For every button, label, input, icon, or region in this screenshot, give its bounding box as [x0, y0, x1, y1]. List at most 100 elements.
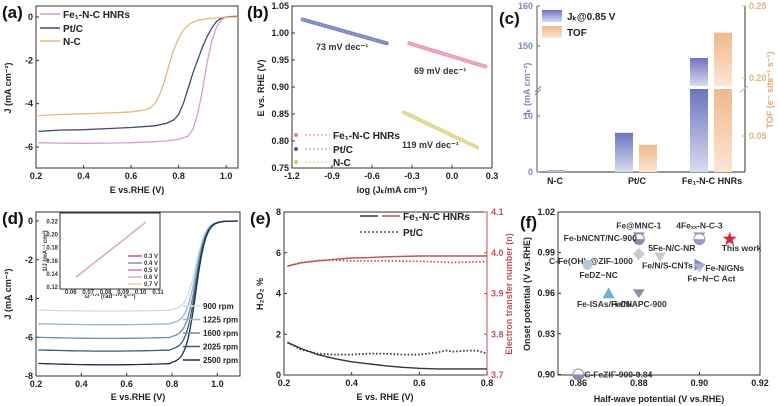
x-tick-label: 1.0	[211, 379, 224, 389]
y-tick-label: 0.80	[271, 136, 289, 146]
series-line-h2o2	[287, 341, 487, 370]
inset-d: 0.06 0.07 0.08 0.09 0.10 0.11 0.12 0.14 0.16 0.18…	[42, 212, 164, 300]
inset-y-tick: 0.22	[46, 220, 58, 226]
inset-x-tick: 0.09	[117, 290, 129, 296]
y-tick-label: 2	[276, 329, 281, 339]
y-axis-label-right-e: Electron transfer number (n)	[504, 233, 514, 355]
x-axis-label-e: E vs. RHE (V)	[356, 392, 413, 402]
circle-half-fill	[633, 239, 645, 245]
point-label: 4Feₓₓ-N-C-3	[676, 220, 723, 230]
legend-swatch-tof	[542, 26, 562, 38]
inset-legend-label: 0.7 V	[144, 282, 158, 288]
x-tick-label: 0.8	[172, 171, 185, 181]
inset-legend-label: 0.6 V	[144, 275, 158, 281]
x-tick-label: -0.3	[404, 171, 420, 181]
y-tick-label: 0	[28, 12, 33, 22]
panel-label-c: (c)	[499, 9, 520, 28]
x-axis-label-a: E vs.RHE (V)	[110, 185, 165, 195]
legend-label-fe: Fe₁-N-C HNRs	[333, 131, 400, 142]
bar-jk	[547, 170, 565, 172]
slope-label-nc: 119 mV dec⁻¹	[402, 140, 459, 150]
inset-legend-label: 0.5 V	[144, 268, 158, 274]
y-axis-label-f: Onset potential (V vs.RHE)	[522, 237, 532, 351]
inset-y-label: 1/J (mA⁻¹ cm²)	[42, 230, 49, 271]
legend-marker-nc	[294, 160, 298, 164]
legend-label-rpm: 2025 rpm	[203, 343, 238, 352]
axis-break-mark-1	[534, 85, 542, 93]
inset-y-tick: 0.14	[46, 272, 58, 278]
legend-label-fe: Fe₁-N-C HNRs	[63, 10, 130, 21]
legend-label-rpm: 1600 rpm	[203, 329, 238, 338]
legend-label-fe: Fe₁-N-C HNRs	[403, 212, 470, 223]
y-tick-label: 0.99	[537, 248, 555, 258]
point-label: Fe−N−C Act	[687, 274, 735, 284]
x-tick-label: 0.90	[691, 378, 709, 388]
point-label: C-Fe(OH)₂@ZIF-1000	[549, 256, 633, 266]
x-tick-label: Fe₁-N-C HNRs	[682, 176, 742, 186]
y-tick-label-right: 0.25	[749, 1, 767, 11]
x-tick-label: 0.4	[75, 379, 88, 389]
circle-marker	[582, 259, 593, 270]
y-tick-label: 0.93	[537, 329, 555, 339]
x-tick-label: 0.6	[413, 378, 426, 388]
y-tick-label: -6	[25, 142, 33, 152]
y-tick-label: 4.0	[491, 248, 504, 258]
y-tick-label: 0.96	[537, 288, 555, 298]
y-tick-label: 0.85	[271, 109, 289, 119]
legend-marker-ptc	[294, 147, 298, 151]
rpm-curve	[38, 220, 238, 312]
y-tick-label-right: 0.20	[749, 73, 767, 83]
y-axis-label-d: J (mA cm⁻²)	[3, 269, 13, 320]
panel-a: (a) 0.2 0.4 0.6 0.8 1.00-2-4-6 E vs.RHE (V) …	[2, 3, 239, 195]
bar-tof-lower	[714, 89, 732, 172]
circle-half-fill	[572, 374, 584, 380]
legend-label-nc: N-C	[63, 37, 81, 48]
y-axis-label-a: J (mA cm⁻²)	[3, 63, 13, 114]
bar-jk-lower	[690, 89, 708, 172]
y-tick-label: 0.90	[537, 369, 555, 379]
x-tick-label: Pt/C	[628, 176, 647, 186]
bar-jk	[615, 132, 633, 172]
legend-marker-fe	[294, 133, 298, 137]
x-tick-label: 0.6	[125, 171, 138, 181]
y-tick-label: 3.7	[491, 370, 504, 380]
y-tick-label: 1.05	[271, 1, 289, 11]
triangle-down-marker	[632, 289, 645, 299]
series-line-ptc	[38, 15, 239, 133]
y-tick-label: -4	[25, 99, 33, 109]
fit-line-ptc	[300, 17, 389, 46]
y-tick-label: 8	[276, 207, 281, 217]
inset-legend-label: 0.3 V	[144, 254, 158, 260]
x-tick-label: 0.0	[446, 171, 459, 181]
point-label: Fe/N/APC-900	[611, 299, 667, 309]
y-tick-label: 1.02	[537, 207, 555, 217]
x-tick-label: 0.8	[166, 379, 179, 389]
slope-label-ptc: 73 mV dec⁻¹	[316, 42, 368, 52]
point-label: Fe/N/S-CNTs	[642, 261, 693, 271]
triangle-down-marker	[654, 252, 667, 262]
star-marker	[722, 231, 737, 246]
x-tick-label: -0.6	[364, 171, 380, 181]
legend-label-jk: Jₖ@0.85 V	[567, 12, 616, 23]
legend-b: Fe₁-N-C HNRs Pt/C N-C	[294, 131, 400, 169]
x-tick-label: 0.3	[486, 171, 499, 181]
point-label: Fe-bNCNT/NC-900	[564, 233, 637, 243]
x-tick-label: 0.92	[751, 378, 769, 388]
inset-y-tick: 0.18	[46, 246, 58, 252]
y-axis-label-right-c: TOF (e⁻ site⁻¹ s⁻¹)	[765, 51, 775, 128]
y-tick-label: 0	[276, 370, 281, 380]
x-tick-label: 0.4	[77, 171, 90, 181]
bar-tof	[639, 144, 657, 172]
inset-x-tick: 0.06	[65, 290, 77, 296]
legend-label-rpm: 2500 rpm	[203, 356, 238, 365]
series-line-n	[287, 259, 488, 268]
legend-label-ptc: Pt/C	[403, 228, 423, 239]
y-tick-label: -2	[25, 55, 33, 65]
y-tick-label: 3.8	[491, 329, 504, 339]
y-tick-label: 3.9	[491, 289, 504, 299]
point-label: C-FeZIF-900-0.84	[584, 369, 652, 379]
y-axis-label-left-c: Jₖ (mA cm⁻²)	[522, 63, 532, 118]
x-tick-label: -0.9	[324, 171, 340, 181]
legend-label-ptc: Pt/C	[63, 24, 83, 35]
point-label: 5Fe-N/C-NR	[648, 243, 695, 253]
